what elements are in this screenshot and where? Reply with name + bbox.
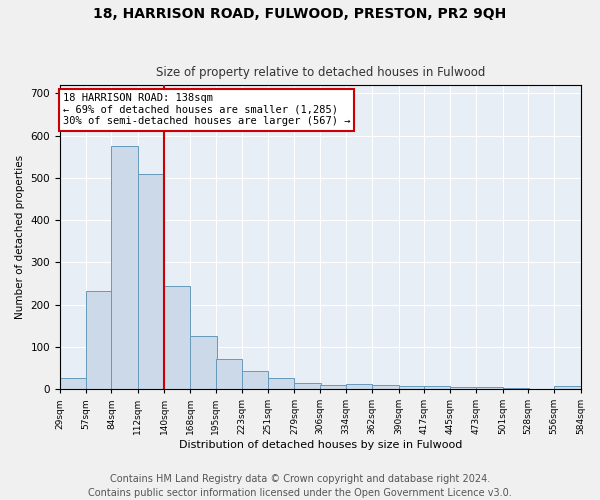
Bar [60, 378, 86, 389]
Bar [320, 385, 346, 389]
Bar [86, 290, 112, 389]
Bar [138, 174, 164, 389]
Bar [112, 146, 138, 389]
Text: 18 HARRISON ROAD: 138sqm
← 69% of detached houses are smaller (1,285)
30% of sem: 18 HARRISON ROAD: 138sqm ← 69% of detach… [63, 94, 350, 126]
Bar [424, 386, 450, 389]
Bar [242, 372, 268, 389]
Y-axis label: Number of detached properties: Number of detached properties [15, 155, 25, 319]
Title: Size of property relative to detached houses in Fulwood: Size of property relative to detached ho… [155, 66, 485, 80]
Bar [450, 387, 476, 389]
X-axis label: Distribution of detached houses by size in Fulwood: Distribution of detached houses by size … [179, 440, 462, 450]
Text: Contains HM Land Registry data © Crown copyright and database right 2024.
Contai: Contains HM Land Registry data © Crown c… [88, 474, 512, 498]
Bar [476, 387, 503, 389]
Bar [346, 384, 372, 389]
Bar [268, 378, 295, 389]
Bar [164, 286, 190, 389]
Text: 18, HARRISON ROAD, FULWOOD, PRESTON, PR2 9QH: 18, HARRISON ROAD, FULWOOD, PRESTON, PR2… [94, 8, 506, 22]
Bar [372, 385, 398, 389]
Bar [503, 388, 529, 389]
Bar [215, 360, 242, 389]
Bar [295, 383, 320, 389]
Bar [190, 336, 217, 389]
Bar [554, 386, 581, 389]
Bar [398, 386, 425, 389]
